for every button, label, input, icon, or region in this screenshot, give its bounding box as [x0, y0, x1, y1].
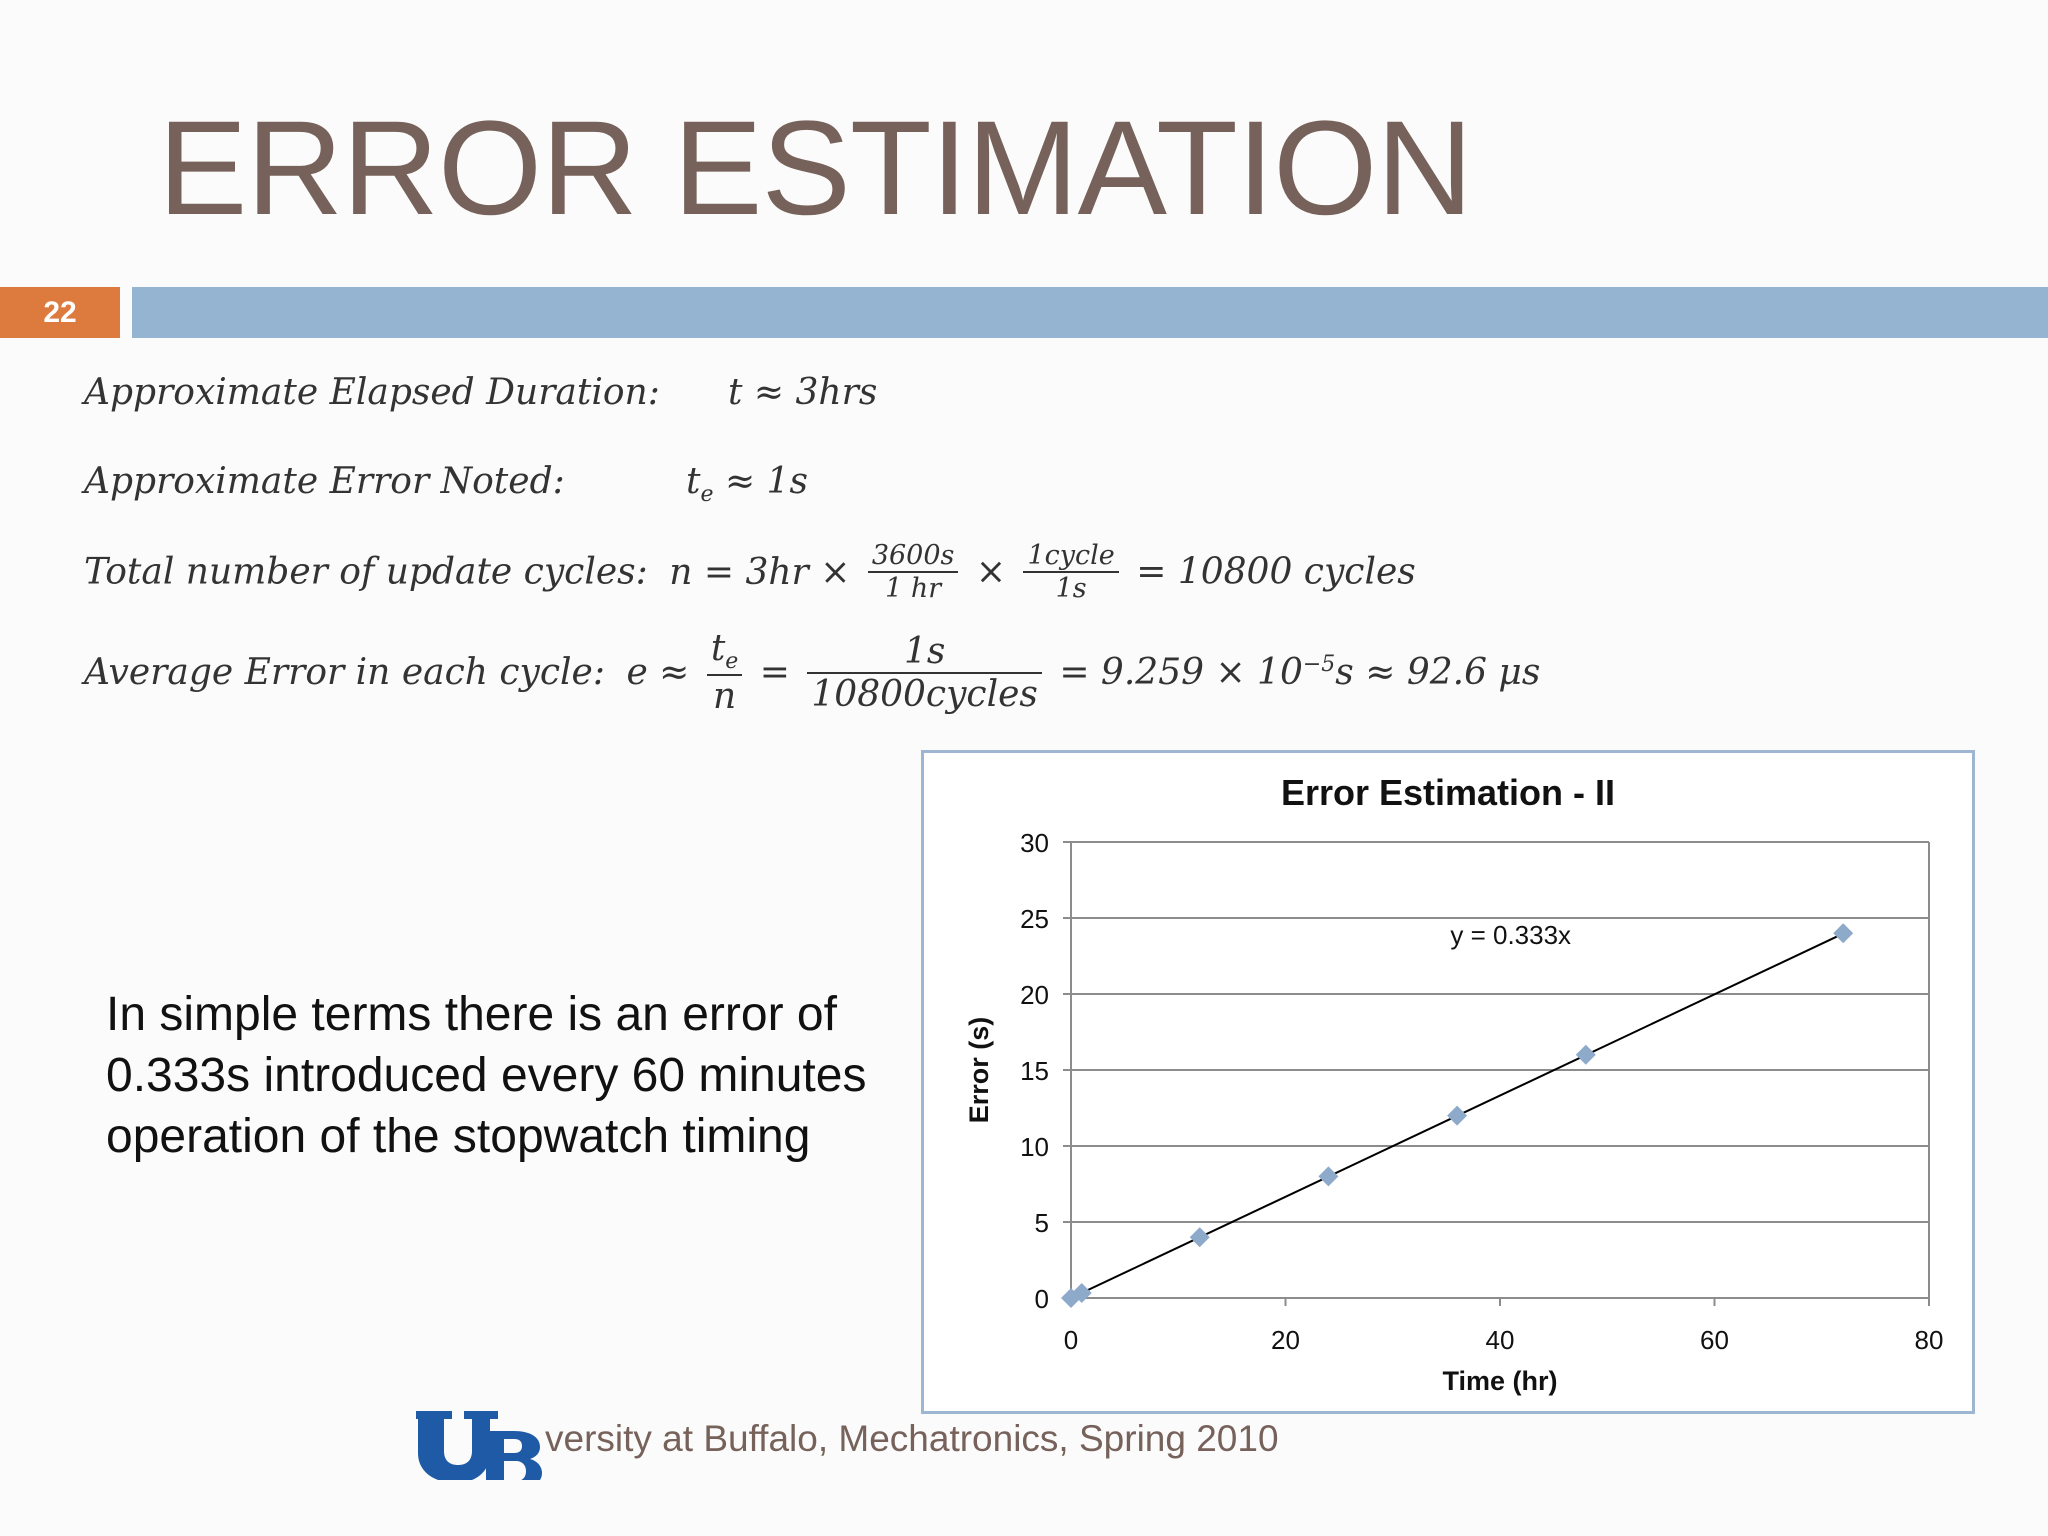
- equation-rhs: = 10800 cycles: [1136, 551, 1416, 593]
- rhs-mantissa: = 9.259 × 10: [1059, 652, 1303, 694]
- data-point: [1189, 1227, 1210, 1248]
- equation-error-noted: Approximate Error Noted: te ≈ 1s: [84, 461, 808, 507]
- y-tick-label: 25: [1020, 904, 1049, 934]
- fraction-denominator: 1 hr: [885, 573, 942, 604]
- fraction-numerator: 1cycle: [1023, 540, 1119, 573]
- equation-label: Average Error in each cycle:: [84, 652, 605, 694]
- fraction-denominator: 10800cycles: [811, 673, 1038, 715]
- equation-label: Approximate Elapsed Duration:: [84, 372, 660, 413]
- chart-frame: [921, 750, 1975, 1414]
- rhs-exponent: −5: [1302, 652, 1336, 678]
- fraction-te-over-n: te n: [706, 628, 743, 718]
- symbol-t: t: [686, 461, 701, 502]
- fraction-numerator: 3600s: [867, 540, 959, 573]
- equation-lhs: e ≈: [626, 652, 690, 694]
- data-point: [1575, 1044, 1596, 1065]
- symbol-t: t: [710, 628, 726, 669]
- equation-value: t ≈ 3hrs: [728, 372, 878, 413]
- equals-operator: =: [759, 652, 790, 694]
- equation-average-error: Average Error in each cycle: e ≈ te n = 1…: [84, 628, 1540, 717]
- slide-number-badge: 22: [0, 287, 120, 338]
- equation-rest: ≈ 1s: [713, 461, 808, 502]
- y-axis-label: Error (s): [964, 1017, 994, 1124]
- subscript-e: e: [725, 649, 739, 675]
- fraction-numerator: te: [706, 628, 743, 677]
- y-tick-label: 10: [1020, 1132, 1049, 1162]
- equation-lhs: n = 3hr ×: [669, 551, 851, 593]
- fraction-seconds-per-hour: 3600s 1 hr: [867, 540, 959, 604]
- y-tick-label: 0: [1035, 1284, 1049, 1314]
- title-band: [132, 287, 2048, 338]
- fraction-one-second-over-cycles: 1s 10800cycles: [807, 631, 1042, 715]
- subscript-e: e: [700, 482, 714, 508]
- x-tick-label: 40: [1486, 1325, 1515, 1355]
- x-tick-label: 80: [1915, 1325, 1944, 1355]
- fraction-cycle-per-second: 1cycle 1s: [1023, 540, 1119, 604]
- equation-update-cycles: Total number of update cycles: n = 3hr ×…: [84, 540, 1416, 604]
- fraction-numerator: 1s: [807, 631, 1042, 674]
- y-tick-label: 5: [1035, 1208, 1049, 1238]
- summary-text: In simple terms there is an error of 0.3…: [106, 988, 867, 1163]
- slide-title: ERROR ESTIMATION: [158, 94, 1473, 243]
- y-tick-label: 30: [1020, 828, 1049, 858]
- equation-value: te ≈ 1s: [686, 461, 808, 507]
- fraction-denominator: 1s: [1055, 573, 1087, 604]
- footer-text: versity at Buffalo, Mechatronics, Spring…: [545, 1418, 1279, 1459]
- data-point: [1318, 1166, 1339, 1187]
- data-point: [1833, 923, 1854, 944]
- equation-elapsed-duration: Approximate Elapsed Duration: t ≈ 3hrs: [84, 372, 877, 413]
- data-point: [1447, 1105, 1468, 1126]
- data-point: [1071, 1282, 1092, 1303]
- chart-title: Error Estimation - II: [1280, 772, 1616, 813]
- rhs-tail: s ≈ 92.6 μs: [1335, 652, 1541, 694]
- times-operator: ×: [975, 551, 1007, 593]
- y-tick-label: 15: [1020, 1056, 1049, 1086]
- fraction-denominator: n: [712, 676, 737, 718]
- ub-logo: UB: [416, 1411, 542, 1480]
- slide-number: 22: [43, 295, 77, 329]
- x-tick-label: 20: [1271, 1325, 1300, 1355]
- trendline-equation: y = 0.333x: [1450, 920, 1571, 950]
- x-tick-label: 60: [1700, 1325, 1729, 1355]
- equation-rhs: = 9.259 × 10−5s ≈ 92.6 μs: [1059, 652, 1540, 693]
- equation-label: Total number of update cycles:: [84, 551, 648, 593]
- x-axis-label: Time (hr): [1442, 1366, 1557, 1396]
- y-tick-label: 20: [1020, 980, 1049, 1010]
- x-tick-label: 0: [1064, 1325, 1078, 1355]
- equation-label: Approximate Error Noted:: [84, 461, 565, 502]
